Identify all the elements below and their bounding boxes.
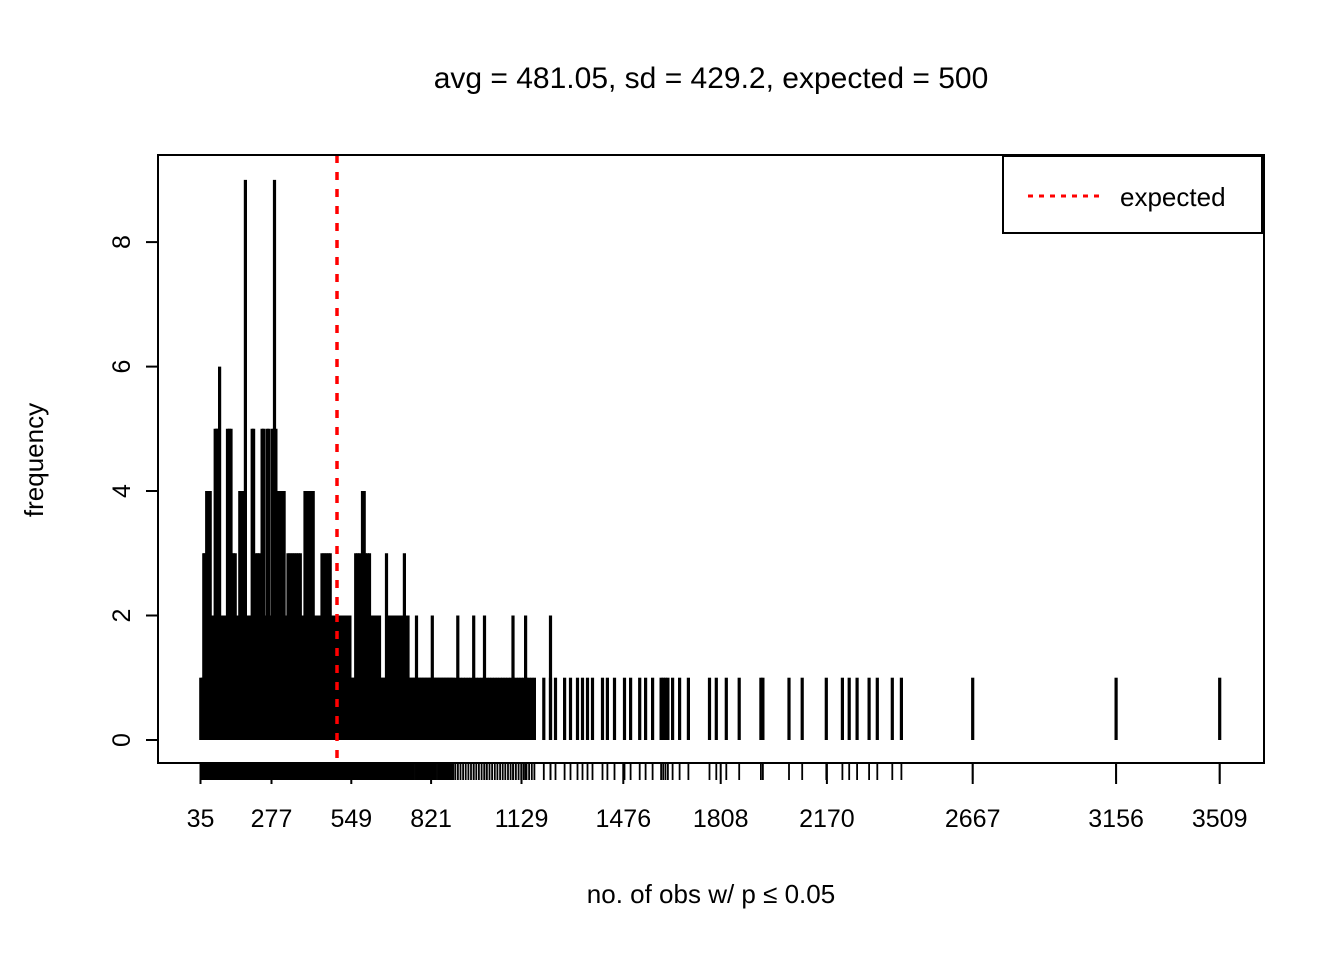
legend: expected <box>1002 155 1263 234</box>
plot-border <box>157 154 1265 764</box>
chart-title: avg = 481.05, sd = 429.2, expected = 500 <box>434 62 989 95</box>
x-tick-label: 549 <box>330 805 372 833</box>
rug-layer <box>199 763 1221 780</box>
spikes-layer <box>199 179 1222 740</box>
x-tick-label: 1808 <box>693 805 749 833</box>
x-tick-label: 2170 <box>799 805 855 833</box>
x-tick-label: 277 <box>251 805 293 833</box>
y-tick-label: 2 <box>108 609 136 623</box>
x-tick-label: 3156 <box>1088 805 1144 833</box>
x-axis-label: no. of obs w/ p ≤ 0.05 <box>587 879 835 909</box>
y-tick-label: 0 <box>108 733 136 747</box>
plot-box-layer <box>157 154 1265 764</box>
legend-box <box>1002 155 1263 234</box>
y-tick-label: 8 <box>108 235 136 249</box>
y-tick-label: 4 <box>108 484 136 498</box>
x-tick-label: 3509 <box>1192 805 1248 833</box>
y-tick-label: 6 <box>108 360 136 374</box>
x-tick-label: 821 <box>410 805 452 833</box>
x-tick-label: 2667 <box>945 805 1001 833</box>
x-axis: 35 277 549 821 1129 1476 1808 2170 2667 3156 3509 <box>187 763 1248 833</box>
x-tick-label: 1129 <box>495 805 549 833</box>
x-tick-label: 1476 <box>595 805 651 833</box>
y-axis-label: frequency <box>19 403 49 517</box>
x-tick-label: 35 <box>187 805 215 833</box>
y-axis: 0 2 4 6 8 <box>108 235 158 747</box>
legend-expected-label: expected <box>1120 182 1226 212</box>
